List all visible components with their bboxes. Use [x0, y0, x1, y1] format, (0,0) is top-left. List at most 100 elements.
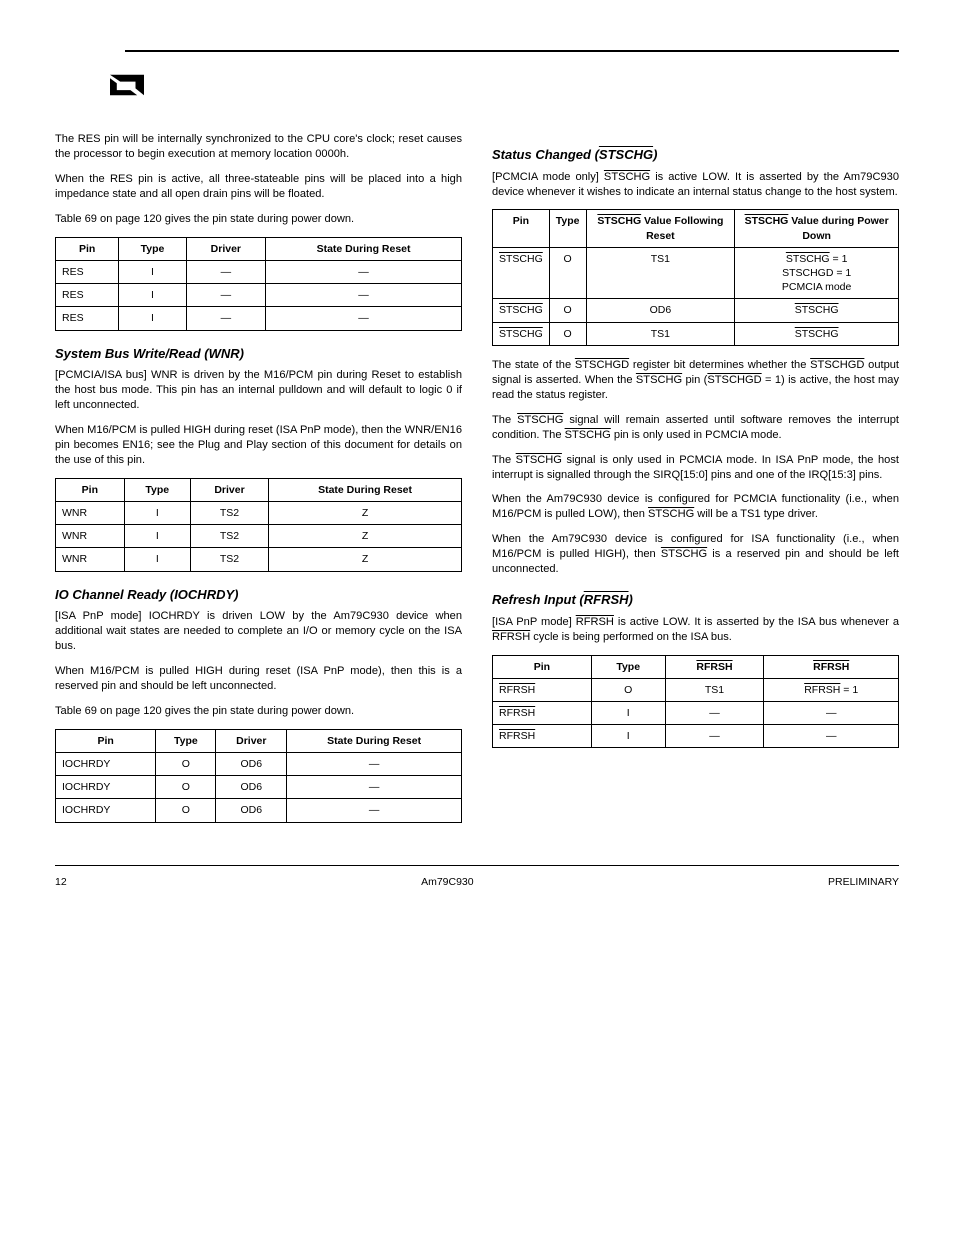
th: Type [591, 655, 665, 678]
td: TS1 [586, 247, 735, 299]
td: STSCHG = 1STSCHGD = 1PCMCIA mode [735, 247, 899, 299]
td: RES [56, 284, 119, 307]
th: Pin [56, 237, 119, 260]
th: Type [124, 478, 190, 501]
footer-status: PRELIMINARY [828, 876, 899, 888]
th: Pin [56, 729, 156, 752]
td: TS2 [190, 502, 268, 525]
td: — [186, 284, 265, 307]
td: RFRSH [493, 725, 592, 748]
th: State During Reset [287, 729, 462, 752]
page-footer: 12 Am79C930 PRELIMINARY [55, 865, 899, 888]
td: O [549, 247, 586, 299]
td: IOCHRDY [56, 776, 156, 799]
td: O [549, 322, 586, 345]
td: TS1 [665, 678, 764, 701]
para: When M16/PCM is pulled HIGH during reset… [55, 664, 462, 694]
td: WNR [56, 548, 125, 571]
td: — [186, 307, 265, 330]
heading-iochrdy: IO Channel Ready (IOCHRDY) [55, 586, 462, 604]
td: WNR [56, 525, 125, 548]
th: RFRSH [764, 655, 899, 678]
td: O [156, 753, 216, 776]
th: Driver [216, 729, 287, 752]
table-caption: Table 69 on page 120 gives the pin state… [55, 704, 462, 719]
th: Pin [493, 655, 592, 678]
td: — [287, 753, 462, 776]
td: — [266, 261, 462, 284]
para: The state of the STSCHGD register bit de… [492, 358, 899, 403]
para: When M16/PCM is pulled HIGH during reset… [55, 423, 462, 468]
para: [PCMCIA/ISA bus] WNR is driven by the M1… [55, 368, 462, 413]
para: When the Am79C930 device is configured f… [492, 532, 899, 577]
td: RFRSH = 1 [764, 678, 899, 701]
th: Pin [56, 478, 125, 501]
td: I [119, 261, 186, 284]
td: Z [269, 548, 462, 571]
td: — [764, 725, 899, 748]
td: STSCHG [735, 299, 899, 322]
table-rfrsh: Pin Type RFRSH RFRSH RFRSH O TS1 RFRSH =… [492, 655, 899, 749]
td: O [156, 799, 216, 822]
td: I [119, 284, 186, 307]
th: STSCHG Value during Power Down [735, 210, 899, 247]
td: WNR [56, 502, 125, 525]
td: I [124, 525, 190, 548]
table-caption: Table 69 on page 120 gives the pin state… [55, 212, 462, 227]
page-body: The RES pin will be internally synchroni… [55, 132, 899, 835]
right-column: Status Changed (STSCHG) [PCMCIA mode onl… [492, 132, 899, 835]
td: TS1 [586, 322, 735, 345]
td: TS2 [190, 525, 268, 548]
th: Driver [190, 478, 268, 501]
para: [PCMCIA mode only] STSCHG is active LOW.… [492, 170, 899, 200]
th: State During Reset [269, 478, 462, 501]
td: STSCHG [493, 322, 550, 345]
header-rule [125, 50, 899, 52]
footer-title: Am79C930 [421, 876, 474, 888]
td: — [266, 284, 462, 307]
para: The STSCHG signal will remain asserted u… [492, 413, 899, 443]
para: [ISA PnP mode] RFRSH is active LOW. It i… [492, 615, 899, 645]
td: I [119, 307, 186, 330]
td: IOCHRDY [56, 799, 156, 822]
td: Z [269, 525, 462, 548]
td: RES [56, 261, 119, 284]
th: STSCHG Value Following Reset [586, 210, 735, 247]
td: I [124, 548, 190, 571]
td: RES [56, 307, 119, 330]
td: — [266, 307, 462, 330]
td: I [124, 502, 190, 525]
td: STSCHG [735, 322, 899, 345]
para: The STSCHG signal is only used in PCMCIA… [492, 453, 899, 483]
td: STSCHG [493, 299, 550, 322]
th: Type [156, 729, 216, 752]
td: OD6 [586, 299, 735, 322]
left-column: The RES pin will be internally synchroni… [55, 132, 462, 835]
table-stschg: Pin Type STSCHG Value Following Reset ST… [492, 209, 899, 345]
td: OD6 [216, 799, 287, 822]
td: OD6 [216, 753, 287, 776]
td: — [186, 261, 265, 284]
td: I [591, 725, 665, 748]
td: — [287, 799, 462, 822]
th: RFRSH [665, 655, 764, 678]
td: O [156, 776, 216, 799]
table-iochrdy: Pin Type Driver State During Reset IOCHR… [55, 729, 462, 823]
td: RFRSH [493, 678, 592, 701]
td: — [665, 702, 764, 725]
th: State During Reset [266, 237, 462, 260]
th: Driver [186, 237, 265, 260]
heading-wnr: System Bus Write/Read (WNR) [55, 345, 462, 363]
para: When the RES pin is active, all three-st… [55, 172, 462, 202]
td: — [287, 776, 462, 799]
para: When the Am79C930 device is configured f… [492, 492, 899, 522]
table-wnr: Pin Type Driver State During Reset WNR I… [55, 478, 462, 572]
para: The RES pin will be internally synchroni… [55, 132, 462, 162]
td: I [591, 702, 665, 725]
th: Type [119, 237, 186, 260]
heading-rfrsh: Refresh Input (RFRSH) [492, 591, 899, 609]
td: O [591, 678, 665, 701]
td: OD6 [216, 776, 287, 799]
td: — [764, 702, 899, 725]
heading-stschg: Status Changed (STSCHG) [492, 146, 899, 164]
